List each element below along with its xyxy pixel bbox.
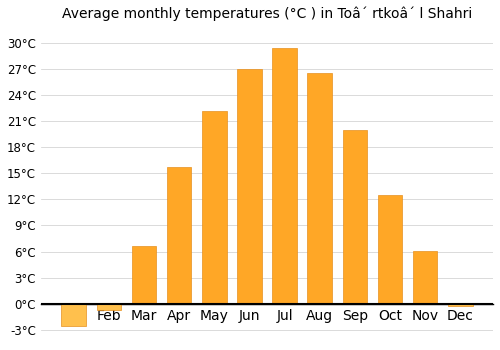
Bar [378,195,402,304]
Bar [96,304,121,310]
Bar [202,111,226,304]
Bar [272,48,297,304]
Bar [237,69,262,304]
Bar [167,167,192,304]
Bar [448,304,472,307]
Bar [62,304,86,326]
Bar [308,73,332,304]
Bar [413,251,438,304]
Title: Average monthly temperatures (°C ) in Toâ´ rtkoâ´ l Shahri: Average monthly temperatures (°C ) in To… [62,7,472,21]
Bar [132,245,156,304]
Bar [342,130,367,304]
